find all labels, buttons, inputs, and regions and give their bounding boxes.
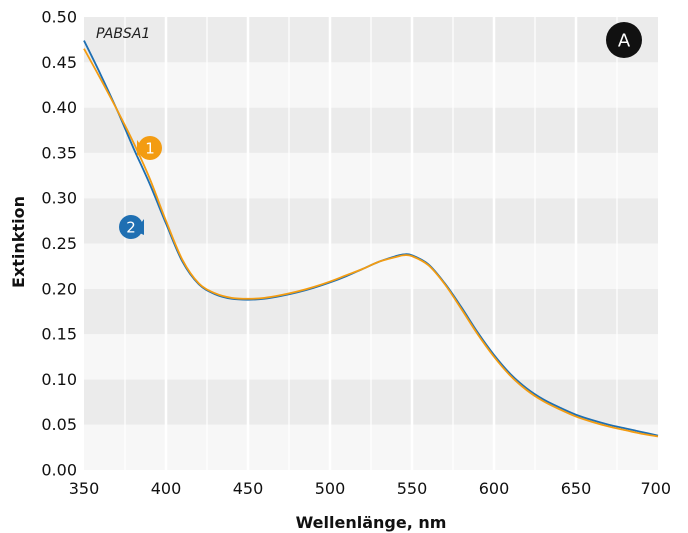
- y-tick-label: 0.40: [41, 98, 77, 117]
- x-tick-label: 600: [479, 479, 510, 498]
- x-tick-label: 450: [233, 479, 264, 498]
- y-tick-label: 0.00: [41, 461, 77, 480]
- x-tick-label: 550: [397, 479, 428, 498]
- panel-badge: A: [606, 22, 642, 58]
- y-tick-label: 0.25: [41, 234, 77, 253]
- x-axis-label: Wellenlänge, nm: [296, 513, 447, 532]
- x-tick-label: 400: [151, 479, 182, 498]
- series-marker-circle: [119, 215, 143, 239]
- y-tick-label: 0.05: [41, 415, 77, 434]
- x-tick-label: 700: [640, 479, 671, 498]
- series-marker-1: 1: [137, 136, 162, 160]
- x-tick-label: 650: [561, 479, 592, 498]
- series-layer: [83, 40, 659, 438]
- x-tick-labels: 350 400 450 500 550 600 650 700: [69, 479, 671, 498]
- series-marker-circle: [138, 136, 162, 160]
- y-tick-label: 0.45: [41, 53, 77, 72]
- y-tick-label: 0.30: [41, 189, 77, 208]
- y-axis-label: Extinktion: [9, 196, 28, 288]
- series-markers: 12: [119, 136, 162, 239]
- panel-badge-label: A: [618, 31, 631, 52]
- inset-label: PABSA1: [96, 26, 150, 42]
- y-tick-labels: 0.00 0.05 0.10 0.15 0.20 0.25 0.30 0.35 0.40 0.45…: [41, 8, 77, 480]
- x-tick-label: 500: [315, 479, 346, 498]
- panel-badge-circle: [606, 22, 642, 58]
- series-line-1: [83, 48, 659, 438]
- series-marker-label: 2: [126, 219, 136, 237]
- x-tick-label: 350: [69, 479, 100, 498]
- y-tick-label: 0.20: [41, 279, 77, 298]
- y-tick-label: 0.35: [41, 143, 77, 162]
- y-tick-label: 0.10: [41, 370, 77, 389]
- y-tick-label: 0.50: [41, 8, 77, 27]
- series-marker-2: 2: [119, 215, 144, 239]
- y-tick-label: 0.15: [41, 325, 77, 344]
- series-marker-label: 1: [145, 140, 155, 158]
